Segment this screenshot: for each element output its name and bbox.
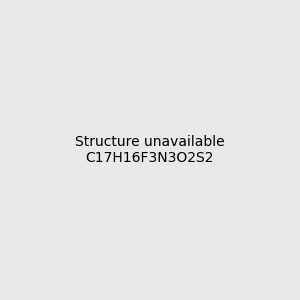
Text: Structure unavailable
C17H16F3N3O2S2: Structure unavailable C17H16F3N3O2S2 <box>75 135 225 165</box>
